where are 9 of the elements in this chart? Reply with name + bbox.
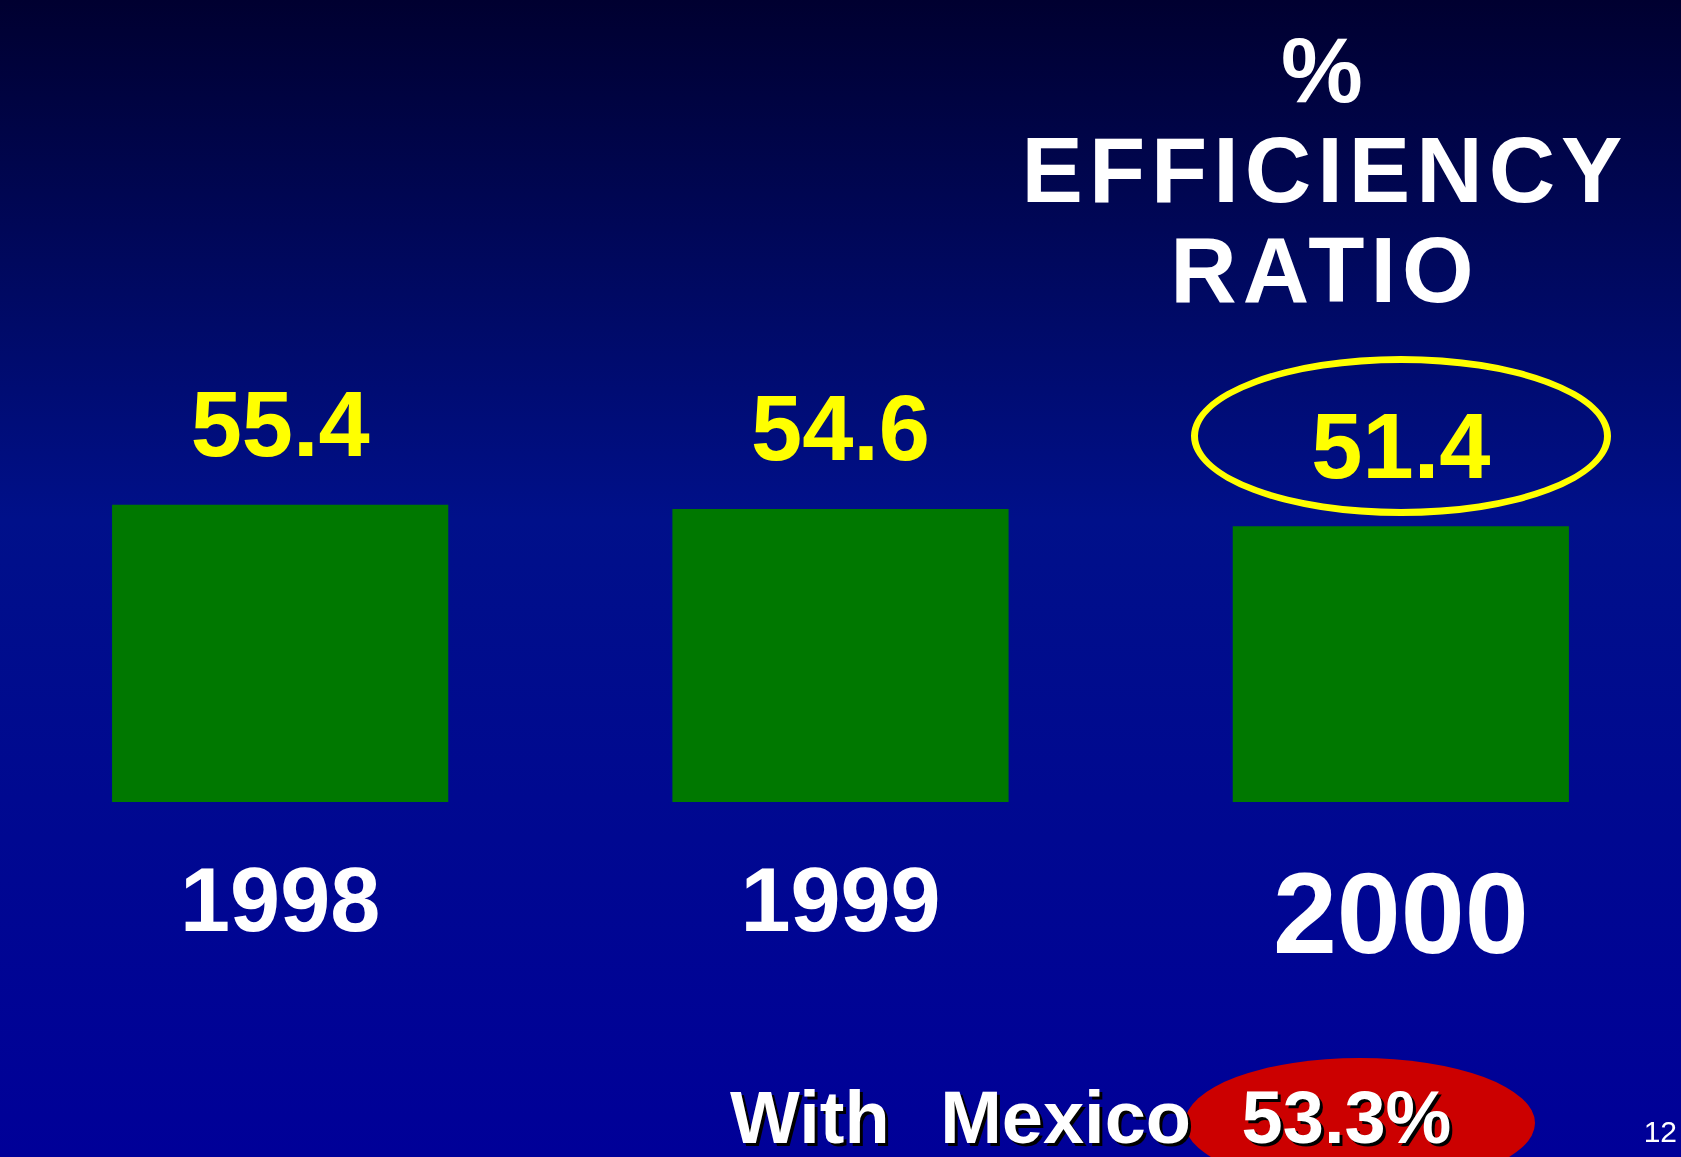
data-label: 55.4 <box>190 373 370 476</box>
x-tick-label: 2000 <box>1272 848 1529 977</box>
text: 12 <box>1643 1115 1677 1149</box>
x-tick-label: 1999 <box>740 849 941 950</box>
chart-title: % EFFICIENCY RATIO <box>1020 19 1630 321</box>
data-label: 51.4 <box>1311 394 1491 497</box>
x-tick-label: 1998 <box>180 849 381 950</box>
data-label: 54.6 <box>750 377 931 480</box>
text: With Mexico 53.3% <box>730 1076 1452 1157</box>
